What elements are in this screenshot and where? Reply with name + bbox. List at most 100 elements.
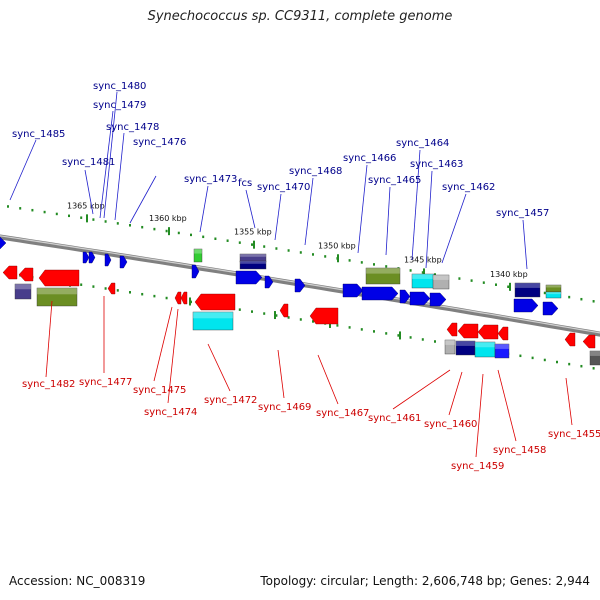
cyan-gene-box [192,311,234,331]
forward-gene-arrow [429,292,447,307]
scale-label: 1340 kbp [490,270,528,279]
reverse-gene-arrow [564,332,576,347]
reverse-gene-label: sync_1461 [368,413,421,424]
lower-scale-dot [299,318,302,321]
upper-scale-dot [275,247,278,250]
lower-scale-dot [92,285,95,288]
lower-scale-dot [385,332,388,335]
reverse-gene-arrow [446,322,458,337]
reverse-gene-arrow [180,291,188,305]
reverse-gene-label: sync_1469 [258,402,311,413]
cyan-gene-box-shine [475,342,495,348]
forward-gene-arrow [264,275,274,289]
forward-gene-label: sync_1473 [184,174,237,185]
lower-scale-dot [287,316,290,319]
upper-scale-dot [80,216,83,219]
forward-leader [411,149,421,261]
lower-scale-dot [141,292,144,296]
forward-gene-arrow [399,289,411,304]
lower-scale-dot [80,283,83,286]
forward-leader [9,139,37,201]
reverse-leader [207,343,231,392]
forward-leader [114,132,125,221]
lower-scale-dot [592,367,595,370]
reverse-leader [167,308,179,404]
reverse-gene-label: sync_1482 [22,379,75,390]
forward-gene-arrow [88,251,96,264]
reverse-gene-arrow [309,307,339,325]
lower-scale-dot [409,336,412,339]
topology-summary: Topology: circular; Length: 2,606,748 bp… [260,574,590,588]
forward-gene-label: sync_1479 [93,100,146,111]
reverse-gene-label: sync_1472 [204,395,257,406]
cyan-gene-box-shine [412,274,434,279]
forward-leader [245,189,256,229]
lower-scale-dot [153,294,156,298]
forward-leader [357,164,368,254]
reverse-gene-arrow [174,291,182,305]
lower-scale-dot [519,354,522,358]
reverse-gene-arrow [2,265,18,280]
gene-labels: sync_1485 sync_1481 sync_1480 sync_1479sync… [12,81,600,472]
scale-label: 1345 kbp [404,255,442,264]
reverse-gene-label: sync_1455 [548,429,600,440]
lower-scale-dot [397,334,400,337]
forward-gene-arrow [361,286,399,301]
lower-scale-dot [568,362,571,366]
grey-gene-box-shine [590,351,600,356]
upper-scale-dot [190,233,192,237]
upper-scale-dot [116,222,119,225]
forward-gene-label: sync_1466 [343,153,396,164]
slate-gene-box-shine [15,284,31,290]
navy-gene-box-shine [515,283,540,288]
lower-scale-dot [531,356,534,360]
lower-scale-dot [360,328,363,331]
forward-gene-arrow [342,283,364,298]
grey-gene-box-shine [445,340,455,345]
upper-scale-dot [348,259,351,262]
olive-gene-box-shine [546,285,561,288]
reverse-gene-arrow [38,269,80,287]
lower-scale-dot [129,291,131,294]
forward-gene-arrow [119,255,128,269]
upper-scale-dot [580,297,583,301]
reverse-gene-arrow [477,324,499,340]
upper-scale-dot [263,245,266,248]
grey-gene-box [432,274,450,290]
upper-scale-dot [165,229,168,233]
forward-leader [199,185,209,233]
reverse-leader [392,369,451,410]
forward-leader [129,175,157,224]
reverse-gene-arrow [194,293,236,311]
forward-gene-label: sync_1485 [12,129,65,140]
lower-scale-dot [421,338,424,341]
reverse-leader [448,371,463,416]
navy-gene-box-shine [456,341,475,346]
reverse-gene-arrow [18,267,34,282]
cyan-gene-box [545,291,562,299]
accession-text: Accession: NC_008319 [9,574,146,588]
upper-scale-dot [43,210,46,214]
lower-major-tick [189,297,191,306]
reverse-leader [497,369,517,442]
upper-scale-dot [104,220,107,223]
upper-scale-dot [543,291,546,295]
forward-gene-label: sync_1481 [62,157,115,168]
lower-scale-dot [104,287,107,290]
upper-scale-dot [568,295,571,299]
major-tick [253,240,255,249]
forward-gene-label: sync_1470 [257,182,310,193]
blue-gene-box [494,343,510,359]
reverse-gene-label: sync_1458 [493,445,546,456]
scale-label: 1355 kbp [234,228,272,237]
reverse-leader [317,354,339,405]
reverse-gene-label: sync_1474 [144,407,197,418]
lower-scale-dot [556,360,558,364]
upper-scale-dot [385,265,388,268]
upper-scale-dot [226,239,229,242]
green-gene-box [193,248,203,263]
upper-scale-dot [19,207,22,210]
reverse-leader [475,373,484,458]
forward-gene-label: sync_1480 [93,81,146,92]
olive-gene-box [365,267,401,285]
